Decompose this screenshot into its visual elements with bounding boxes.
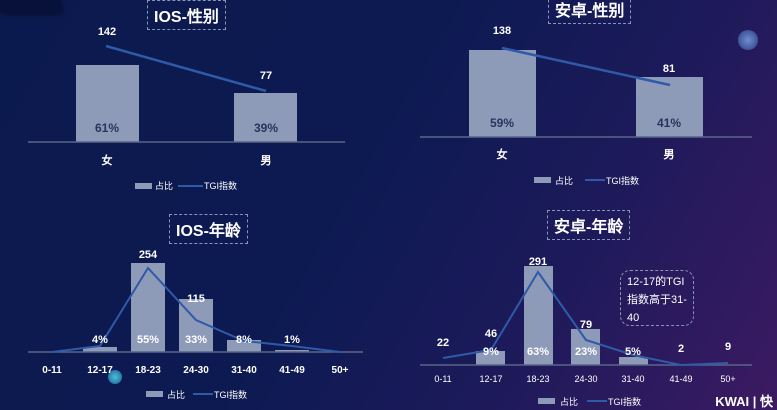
svg-text:占比: 占比 xyxy=(560,396,578,407)
svg-text:24-30: 24-30 xyxy=(574,374,597,384)
chart-title: IOS-性别 xyxy=(147,0,226,30)
svg-text:33%: 33% xyxy=(185,334,207,346)
svg-text:23%: 23% xyxy=(575,346,597,358)
chart-title: IOS-年龄 xyxy=(169,214,248,244)
ios-age-chart: 254 115 4% 55% 33% 8% 1% 0-11 12-17 18-23 … xyxy=(28,249,363,400)
svg-text:9: 9 xyxy=(725,341,731,353)
chart-title: 安卓-年龄 xyxy=(547,210,631,240)
svg-text:41%: 41% xyxy=(657,116,681,130)
svg-text:2: 2 xyxy=(678,343,684,355)
svg-text:50+: 50+ xyxy=(332,365,349,376)
svg-text:39%: 39% xyxy=(254,121,278,135)
svg-text:TGI指数: TGI指数 xyxy=(204,180,237,191)
svg-text:31-40: 31-40 xyxy=(231,365,257,376)
android-gender-chart: 138 81 59% 41% 女 男 占比 TGI指数 xyxy=(420,25,752,186)
ios-gender-chart: 142 77 61% 39% 女 男 占比 TGI指数 xyxy=(28,26,345,191)
svg-text:女: 女 xyxy=(497,147,508,161)
brand-logo: KWAI | 快 xyxy=(715,394,773,409)
svg-text:0-11: 0-11 xyxy=(42,365,62,376)
svg-text:254: 254 xyxy=(139,249,158,261)
svg-text:占比: 占比 xyxy=(555,175,573,186)
svg-text:1%: 1% xyxy=(284,334,300,346)
android-age-chart: 22 46 291 79 2 9 9% 63% 23% 5% 0-11 12-17 18-23 2… xyxy=(420,256,752,407)
svg-text:24-30: 24-30 xyxy=(183,365,209,376)
decorative-box xyxy=(0,0,60,12)
svg-text:占比: 占比 xyxy=(155,180,173,191)
callout-line: 40 xyxy=(627,312,640,324)
svg-text:22: 22 xyxy=(437,337,449,349)
svg-text:女: 女 xyxy=(102,153,113,167)
svg-text:63%: 63% xyxy=(527,346,549,358)
chart-title: 安卓-性别 xyxy=(548,0,632,24)
svg-text:男: 男 xyxy=(664,148,675,161)
svg-text:TGI指数: TGI指数 xyxy=(214,389,247,400)
svg-text:46: 46 xyxy=(485,328,497,340)
svg-text:291: 291 xyxy=(529,256,547,268)
svg-text:79: 79 xyxy=(580,319,592,331)
svg-text:12-17: 12-17 xyxy=(479,374,502,384)
svg-text:男: 男 xyxy=(261,154,272,167)
svg-text:18-23: 18-23 xyxy=(135,365,161,376)
svg-text:41-49: 41-49 xyxy=(279,365,305,376)
svg-text:81: 81 xyxy=(663,63,675,75)
svg-text:8%: 8% xyxy=(236,334,252,346)
svg-text:5%: 5% xyxy=(625,346,641,358)
svg-text:61%: 61% xyxy=(95,121,119,135)
svg-text:18-23: 18-23 xyxy=(526,374,549,384)
svg-text:55%: 55% xyxy=(137,334,159,346)
glow-orb xyxy=(738,30,758,50)
svg-text:50+: 50+ xyxy=(720,374,735,384)
svg-text:115: 115 xyxy=(187,293,205,305)
svg-text:31-40: 31-40 xyxy=(621,374,644,384)
callout-line: 指数高于31- xyxy=(627,294,687,306)
svg-text:142: 142 xyxy=(98,26,116,38)
glow-orb xyxy=(108,370,122,384)
svg-text:9%: 9% xyxy=(483,346,499,358)
svg-text:41-49: 41-49 xyxy=(669,374,692,384)
svg-text:138: 138 xyxy=(493,25,511,37)
svg-text:4%: 4% xyxy=(92,334,108,346)
svg-text:59%: 59% xyxy=(490,116,514,130)
svg-text:占比: 占比 xyxy=(167,389,185,400)
svg-text:12-17: 12-17 xyxy=(87,365,113,376)
svg-text:0-11: 0-11 xyxy=(434,374,451,384)
annotation-callout: 12-17的TGI 指数高于31- 40 xyxy=(620,270,694,326)
svg-text:TGI指数: TGI指数 xyxy=(606,175,639,186)
svg-text:77: 77 xyxy=(260,70,272,82)
callout-line: 12-17的TGI xyxy=(627,276,685,288)
svg-text:TGI指数: TGI指数 xyxy=(608,396,641,407)
